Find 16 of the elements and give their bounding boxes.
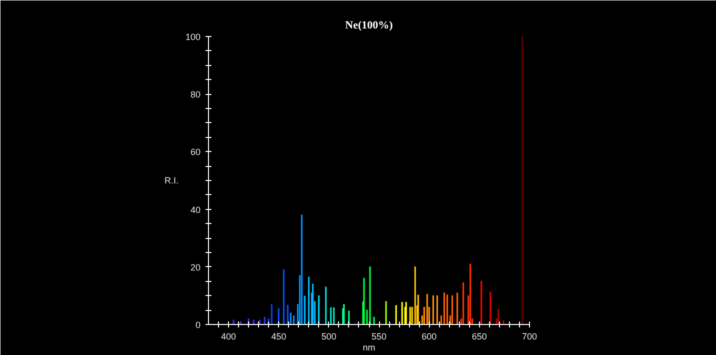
x-tick-label: 500: [321, 332, 336, 342]
y-tick-label: 80: [190, 90, 201, 100]
x-tick-label: 550: [372, 332, 387, 342]
x-tick-label: 650: [472, 332, 487, 342]
x-tick-label: 400: [221, 332, 236, 342]
y-tick-label: 60: [190, 147, 201, 158]
y-tick-label: 0: [195, 320, 201, 330]
x-tick-label: 600: [422, 332, 437, 342]
chart-title: Ne(100%): [345, 20, 394, 32]
x-tick-label: 450: [271, 332, 286, 342]
y-tick-label: 100: [185, 32, 201, 42]
y-axis-title: R.I.: [164, 176, 178, 186]
x-tick-label: 700: [522, 332, 538, 342]
y-tick-label: 40: [190, 204, 201, 215]
y-tick-label: 20: [190, 262, 201, 272]
x-axis-title: nm: [362, 342, 376, 352]
